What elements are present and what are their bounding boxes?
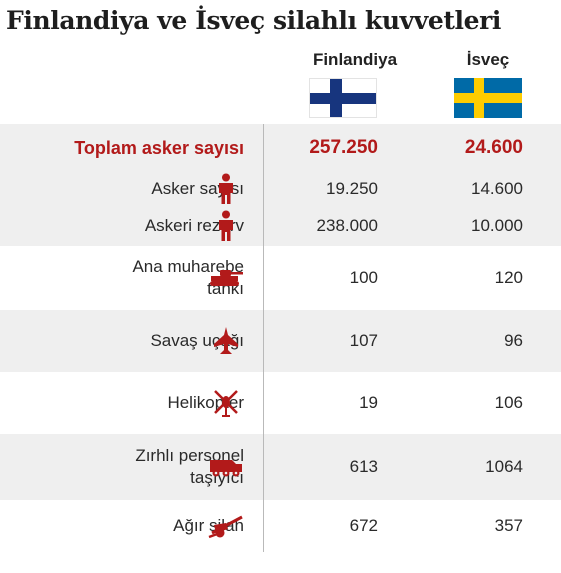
table-row: Ana muharebe tankı 100 120 (0, 246, 561, 310)
finland-label: Finlandiya (312, 50, 398, 69)
fighter-jet-icon (205, 310, 247, 372)
comparison-table: Toplam asker sayısı 257.250 24.600 Asker… (0, 124, 561, 552)
sweden-value: 357 (494, 516, 523, 535)
page-title: Finlandiya ve İsveç silahlı kuvvetleri (6, 6, 501, 35)
table-row-total: Toplam asker sayısı 257.250 24.600 (0, 124, 561, 172)
finland-value: 100 (349, 268, 378, 287)
sweden-value: 106 (494, 393, 523, 412)
row-label: Toplam asker sayısı (74, 138, 244, 158)
row-label: Savaş uçağı (150, 331, 244, 350)
sweden-header: İsveç (448, 50, 528, 118)
tank-icon (205, 246, 247, 310)
finland-value: 672 (349, 516, 378, 535)
table-row: Savaş uçağı 107 96 (0, 310, 561, 372)
finland-value: 19 (359, 393, 378, 412)
row-label: Zırhlı personel taşıyıcı (135, 446, 244, 487)
soldier-icon (205, 172, 247, 206)
sweden-value: 10.000 (471, 216, 523, 235)
helicopter-icon (205, 372, 247, 434)
finland-header: Finlandiya (305, 50, 405, 118)
finland-value: 19.250 (326, 179, 378, 198)
finland-value: 257.250 (309, 137, 378, 158)
finland-value: 107 (349, 331, 378, 350)
armored-carrier-icon (205, 434, 247, 500)
sweden-value: 24.600 (464, 137, 523, 158)
sweden-value: 96 (504, 331, 523, 350)
table-row: Zırhlı personel taşıyıcı 613 1064 (0, 434, 561, 500)
finland-value: 613 (349, 457, 378, 476)
finland-flag-icon (309, 78, 377, 118)
artillery-icon (205, 500, 247, 552)
row-label: Ağır silah (173, 516, 244, 535)
table-row: Ağır silah 672 357 (0, 500, 561, 552)
sweden-value: 1064 (485, 457, 523, 476)
soldier-icon (205, 206, 247, 246)
table-row: Askeri rezerv 238.000 10.000 (0, 206, 561, 246)
table-row: Helikopter 19 106 (0, 372, 561, 434)
sweden-value: 120 (494, 268, 523, 287)
sweden-flag-icon (454, 78, 522, 118)
finland-value: 238.000 (316, 216, 378, 235)
sweden-value: 14.600 (471, 179, 523, 198)
sweden-label: İsveç (466, 50, 510, 69)
column-divider (263, 124, 264, 552)
table-row: Asker sayısı 19.250 14.600 (0, 172, 561, 206)
